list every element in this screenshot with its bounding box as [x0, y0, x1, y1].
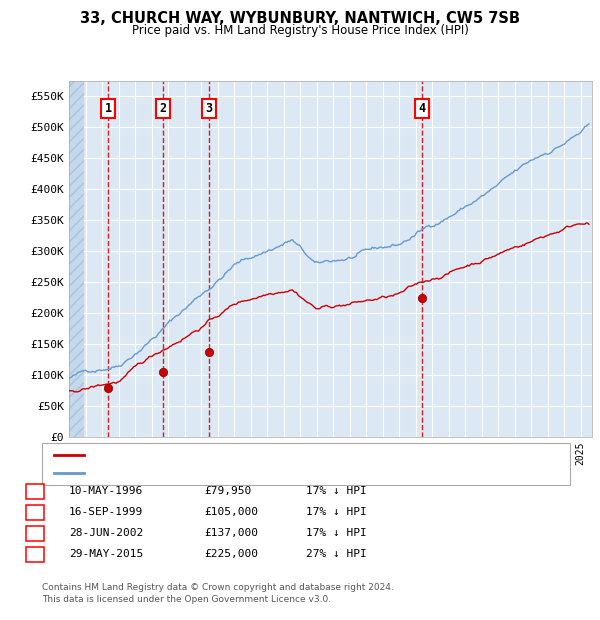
Text: This data is licensed under the Open Government Licence v3.0.: This data is licensed under the Open Gov… [42, 595, 331, 604]
Text: 33, CHURCH WAY, WYBUNBURY, NANTWICH, CW5 7SB (detached house): 33, CHURCH WAY, WYBUNBURY, NANTWICH, CW5… [90, 450, 456, 460]
Text: 27% ↓ HPI: 27% ↓ HPI [306, 549, 367, 559]
Text: £225,000: £225,000 [204, 549, 258, 559]
Text: Price paid vs. HM Land Registry's House Price Index (HPI): Price paid vs. HM Land Registry's House … [131, 24, 469, 37]
Text: 33, CHURCH WAY, WYBUNBURY, NANTWICH, CW5 7SB: 33, CHURCH WAY, WYBUNBURY, NANTWICH, CW5… [80, 11, 520, 26]
Text: HPI: Average price, detached house, Cheshire East: HPI: Average price, detached house, Ches… [90, 468, 384, 478]
Text: 28-JUN-2002: 28-JUN-2002 [69, 528, 143, 538]
Text: 17% ↓ HPI: 17% ↓ HPI [306, 507, 367, 517]
Text: 16-SEP-1999: 16-SEP-1999 [69, 507, 143, 517]
Text: 2: 2 [160, 102, 167, 115]
Text: 17% ↓ HPI: 17% ↓ HPI [306, 486, 367, 496]
Text: 10-MAY-1996: 10-MAY-1996 [69, 486, 143, 496]
Text: 4: 4 [31, 549, 38, 559]
Text: 2: 2 [31, 507, 38, 517]
Text: 17% ↓ HPI: 17% ↓ HPI [306, 528, 367, 538]
Text: 3: 3 [206, 102, 212, 115]
Text: £79,950: £79,950 [204, 486, 251, 496]
Text: 1: 1 [104, 102, 112, 115]
Text: 3: 3 [31, 528, 38, 538]
Text: 1: 1 [31, 486, 38, 496]
Bar [69, 81, 84, 437]
Text: Contains HM Land Registry data © Crown copyright and database right 2024.: Contains HM Land Registry data © Crown c… [42, 583, 394, 592]
Text: 4: 4 [419, 102, 426, 115]
Text: £137,000: £137,000 [204, 528, 258, 538]
Text: 29-MAY-2015: 29-MAY-2015 [69, 549, 143, 559]
Text: £105,000: £105,000 [204, 507, 258, 517]
